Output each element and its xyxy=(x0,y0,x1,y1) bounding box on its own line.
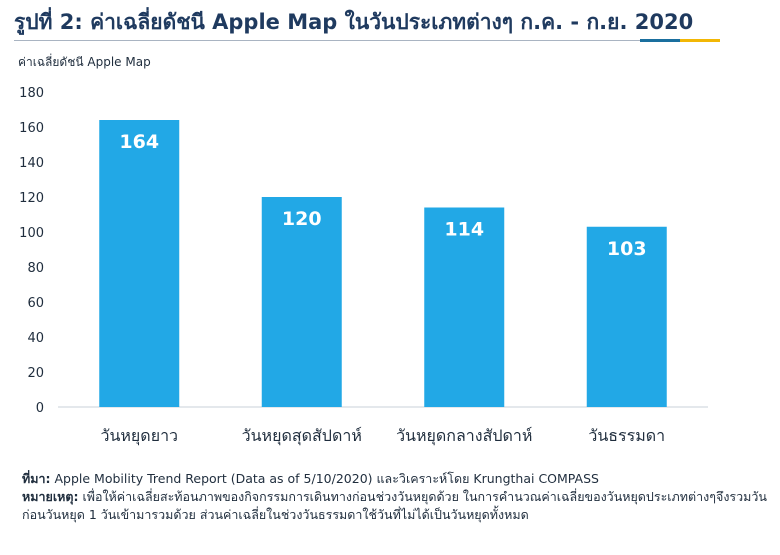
y-tick-label: 80 xyxy=(27,261,44,276)
bar xyxy=(99,120,180,407)
y-tick-label: 100 xyxy=(19,226,44,241)
y-tick-label: 180 xyxy=(19,86,44,101)
bar-value-label: 164 xyxy=(119,131,159,153)
source-text: Apple Mobility Trend Report (Data as of … xyxy=(54,471,599,486)
bar-value-label: 120 xyxy=(282,208,322,230)
bar-value-label: 103 xyxy=(607,238,647,260)
y-tick-label: 0 xyxy=(36,401,44,416)
y-tick-label: 40 xyxy=(27,331,44,346)
title-divider xyxy=(14,39,720,42)
x-tick-label: วันหยุดยาว xyxy=(100,426,178,446)
bar xyxy=(424,207,505,407)
y-tick-label: 140 xyxy=(19,156,44,171)
x-tick-label: วันหยุดสุดสัปดาห์ xyxy=(242,426,362,446)
y-tick-label: 120 xyxy=(19,191,44,206)
bar-chart: 0 20 40 60 80 100 120 140 160 180 164 วันหยุดยาว 120… xyxy=(19,86,708,446)
remark-line: หมายเหตุ: เพื่อให้ค่าเฉลี่ยสะท้อนภาพของก… xyxy=(22,488,772,524)
bar xyxy=(261,197,342,407)
x-tick-label: วันธรรมดา xyxy=(588,426,665,445)
x-tick-label: วันหยุดกลางสัปดาห์ xyxy=(396,426,532,446)
chart-title: รูปที่ 2: ค่าเฉลี่ยดัชนี Apple Map ในวัน… xyxy=(14,10,694,34)
y-tick-label: 160 xyxy=(19,121,44,136)
y-axis-label: ค่าเฉลี่ยดัชนี Apple Map xyxy=(18,55,151,69)
y-tick-label: 60 xyxy=(27,296,44,311)
bar xyxy=(586,226,667,407)
y-tick-label: 20 xyxy=(27,366,44,381)
remark-text: เพื่อให้ค่าเฉลี่ยสะท้อนภาพของกิจกรรมการเ… xyxy=(22,489,767,522)
source-label: ที่มา: xyxy=(22,471,51,486)
bar-value-label: 114 xyxy=(444,219,484,241)
source-line: ที่มา: Apple Mobility Trend Report (Data… xyxy=(22,470,772,488)
remark-label: หมายเหตุ: xyxy=(22,489,79,504)
source-notes: ที่มา: Apple Mobility Trend Report (Data… xyxy=(22,470,772,524)
